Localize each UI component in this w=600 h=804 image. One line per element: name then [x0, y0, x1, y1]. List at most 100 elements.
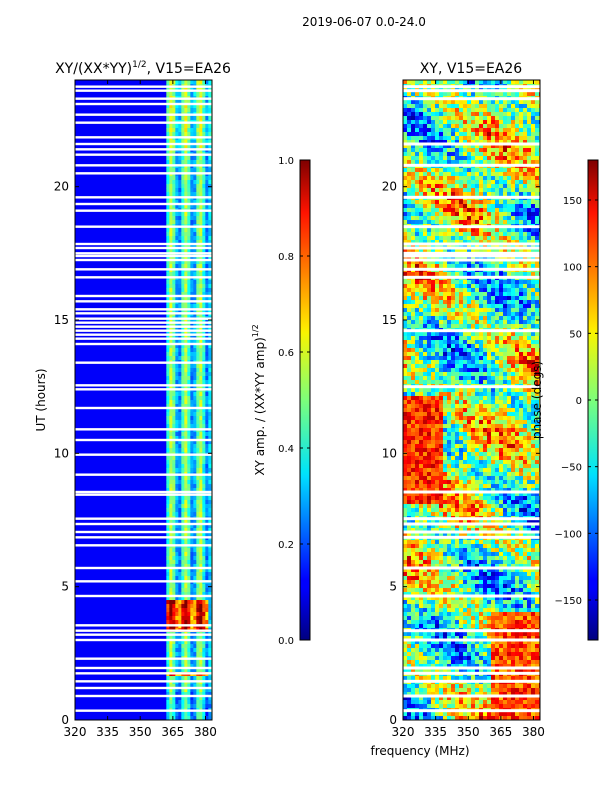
flagged-row [75, 523, 212, 525]
heatmap-cell [172, 572, 175, 576]
heatmap-cell [175, 504, 178, 508]
heatmap-cell [427, 416, 431, 420]
heatmap-cell [196, 552, 199, 556]
heatmap-cell [184, 496, 187, 500]
heatmap-cell [190, 212, 193, 216]
heatmap-cell [403, 132, 407, 136]
heatmap-cell [184, 232, 187, 236]
heatmap-cell [451, 684, 455, 688]
heatmap-cell [403, 212, 407, 216]
flagged-row [75, 517, 212, 519]
heatmap-cell [166, 500, 169, 504]
heatmap-cell [196, 548, 199, 552]
heatmap-cell [439, 308, 443, 312]
heatmap-cell [199, 236, 202, 240]
heatmap-cell [187, 464, 190, 468]
heatmap-cell [169, 348, 172, 352]
heatmap-cell [205, 132, 208, 136]
heatmap-cell [439, 320, 443, 324]
heatmap-cell [423, 312, 427, 316]
heatmap-cell [423, 684, 427, 688]
heatmap-cell [427, 624, 431, 628]
heatmap-cell [431, 184, 435, 188]
heatmap-cell [407, 184, 411, 188]
heatmap-cell [447, 396, 451, 400]
heatmap-cell [184, 348, 187, 352]
heatmap-cell [193, 644, 196, 648]
heatmap-cell [202, 400, 205, 404]
heatmap-cell [184, 132, 187, 136]
colorbar-tick-label: 0.4 [278, 444, 294, 455]
heatmap-cell [431, 420, 435, 424]
heatmap-cell [435, 344, 439, 348]
heatmap-cell [447, 340, 451, 344]
heatmap-cell [411, 120, 415, 124]
heatmap-cell [435, 500, 439, 504]
heatmap-cell [439, 688, 443, 692]
heatmap-cell [181, 272, 184, 276]
heatmap-cell [172, 304, 175, 308]
heatmap-cell [181, 124, 184, 128]
heatmap-cell [431, 172, 435, 176]
heatmap-cell [202, 644, 205, 648]
heatmap-cell [435, 264, 439, 268]
heatmap-cell [169, 448, 172, 452]
heatmap-cell [172, 420, 175, 424]
heatmap-cell [199, 156, 202, 160]
heatmap-cell [431, 508, 435, 512]
heatmap-cell [175, 508, 178, 512]
heatmap-cell [407, 324, 411, 328]
heatmap-cell [169, 552, 172, 556]
heatmap-cell [196, 368, 199, 372]
heatmap-cell [459, 208, 463, 212]
heatmap-cell [166, 556, 169, 560]
heatmap-cell [439, 400, 443, 404]
heatmap-cell [451, 308, 455, 312]
heatmap-cell [403, 604, 407, 608]
heatmap-cell [403, 684, 407, 688]
heatmap-cell [205, 264, 208, 268]
heatmap-cell [431, 548, 435, 552]
heatmap-cell [199, 432, 202, 436]
heatmap-cell [196, 588, 199, 592]
flagged-row [75, 295, 212, 297]
heatmap-cell [431, 712, 435, 716]
heatmap-cell [411, 356, 415, 360]
heatmap-cell [193, 496, 196, 500]
heatmap-cell [166, 232, 169, 236]
heatmap-cell [415, 612, 419, 616]
heatmap-cell [178, 236, 181, 240]
heatmap-cell [407, 180, 411, 184]
heatmap-cell [439, 464, 443, 468]
heatmap-cell [178, 376, 181, 380]
heatmap-cell [455, 652, 459, 656]
heatmap-cell [199, 480, 202, 484]
heatmap-cell [175, 604, 178, 608]
heatmap-cell [184, 264, 187, 268]
heatmap-cell [205, 588, 208, 592]
heatmap-cell [175, 444, 178, 448]
flagged-row [75, 85, 212, 87]
heatmap-cell [459, 280, 463, 284]
heatmap-cell [447, 612, 451, 616]
heatmap-cell [423, 120, 427, 124]
heatmap-cell [166, 280, 169, 284]
heatmap-cell [431, 480, 435, 484]
heatmap-cell [166, 448, 169, 452]
heatmap-cell [196, 420, 199, 424]
flagged-row [75, 276, 212, 278]
heatmap-cell [190, 288, 193, 292]
heatmap-cell [184, 712, 187, 716]
heatmap-cell [407, 444, 411, 448]
heatmap-cell [455, 272, 459, 276]
heatmap-cell [169, 432, 172, 436]
heatmap-cell [181, 576, 184, 580]
heatmap-cell [403, 108, 407, 112]
heatmap-cell [166, 432, 169, 436]
heatmap-cell [407, 104, 411, 108]
heatmap-cell [190, 560, 193, 564]
heatmap-cell [407, 648, 411, 652]
heatmap-cell [169, 128, 172, 132]
heatmap-cell [199, 168, 202, 172]
